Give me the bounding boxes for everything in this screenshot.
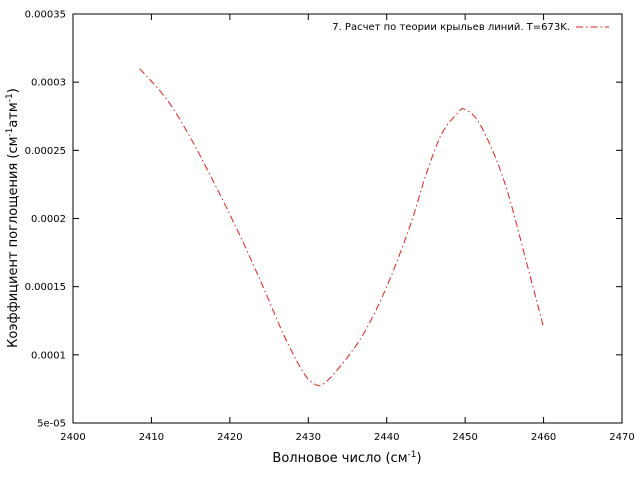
y-tick-label: 0.0001 bbox=[31, 350, 66, 361]
series-line bbox=[139, 68, 545, 387]
y-tick-label: 0.0003 bbox=[31, 78, 66, 89]
y-tick-label: 0.00015 bbox=[25, 282, 66, 293]
x-tick-label: 2470 bbox=[609, 432, 634, 443]
y-tick-label: 0.0002 bbox=[31, 214, 66, 225]
legend-label: 7. Расчет по теории крыльев линий. T=673… bbox=[332, 22, 570, 33]
y-tick-label: 0.00025 bbox=[25, 146, 66, 157]
y-axis-ticks: 5e-05 0.0001 0.00015 0.0002 0.00025 0.0003 0.0… bbox=[25, 10, 622, 430]
x-tick-label: 2410 bbox=[139, 432, 164, 443]
y-tick-label: 0.00035 bbox=[25, 10, 66, 21]
plot-frame bbox=[72, 13, 623, 424]
x-tick-label: 2460 bbox=[531, 432, 556, 443]
y-tick-label: 5e-05 bbox=[37, 419, 66, 430]
x-axis-ticks: 2400 2410 2420 2430 2440 2450 2460 2470 bbox=[60, 14, 635, 443]
x-tick-label: 2420 bbox=[217, 432, 242, 443]
legend: 7. Расчет по теории крыльев линий. T=673… bbox=[332, 22, 609, 33]
x-tick-label: 2440 bbox=[374, 432, 399, 443]
x-tick-label: 2400 bbox=[60, 432, 85, 443]
series-layer bbox=[139, 68, 545, 387]
x-axis-label: Волновое число (см-1) bbox=[272, 450, 421, 466]
x-tick-label: 2430 bbox=[296, 432, 321, 443]
y-axis-label: Коэффициент поглощения (см-1атм-1) bbox=[5, 88, 21, 348]
x-tick-label: 2450 bbox=[452, 432, 477, 443]
